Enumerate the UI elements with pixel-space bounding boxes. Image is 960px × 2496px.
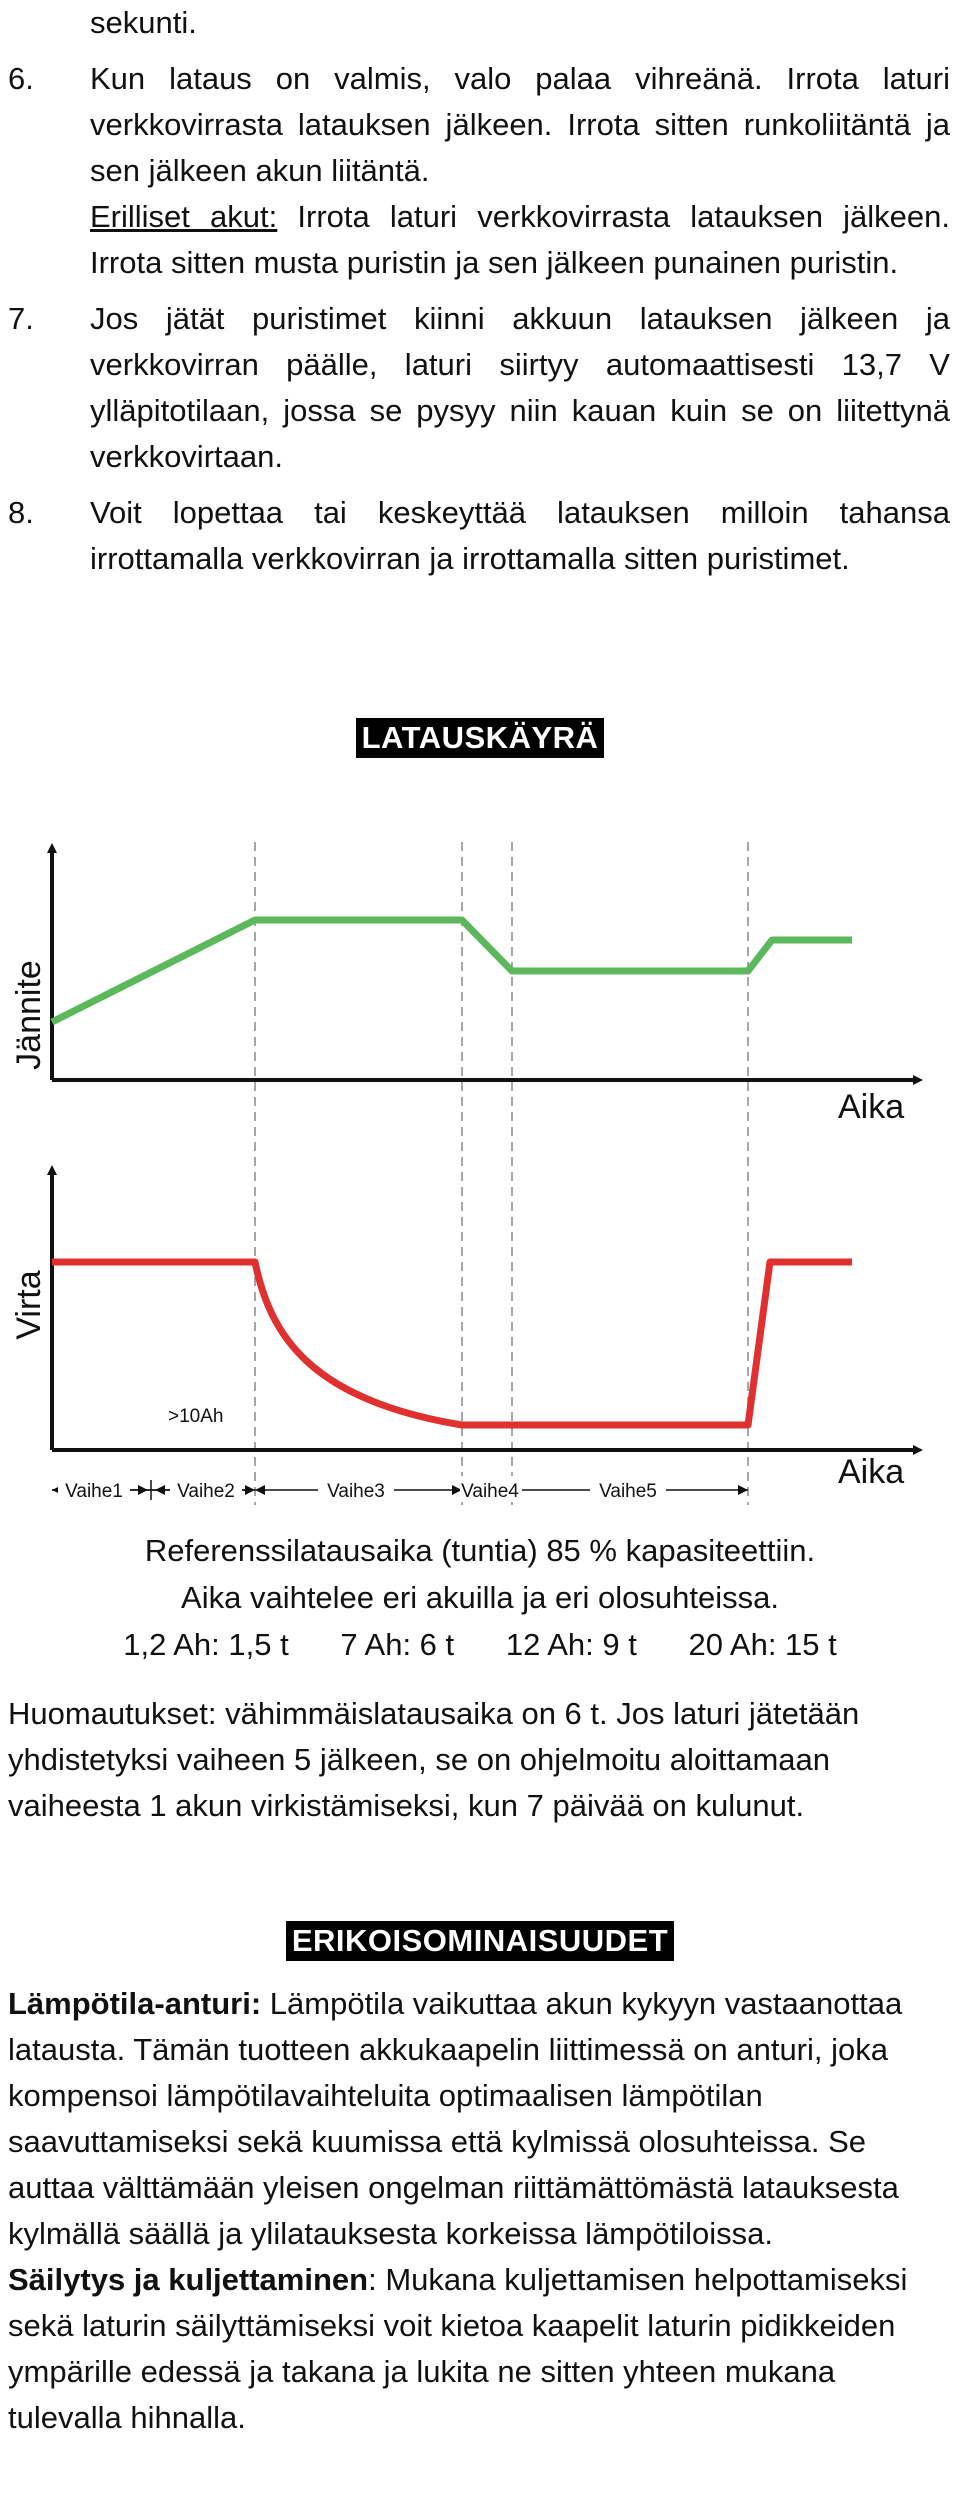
current-curve	[52, 1258, 852, 1429]
list-item-fragment: sekunti.	[0, 0, 960, 46]
charging-curve-diagram: Jännite Aika Virta Aika >10Ah	[10, 842, 923, 1505]
features-paragraph: Lämpötila-anturi: Lämpötila vaikuttaa ak…	[8, 1981, 953, 2441]
list-item-7: 7. Jos jätät puristimet kiinni akkuun la…	[0, 296, 960, 480]
list-item-body: Kun lataus on valmis, valo palaa vihreän…	[90, 61, 950, 188]
storage-text: : Mukana kuljettamisen helpottamiseksi s…	[8, 2262, 908, 2435]
temperature-sensor-text: Lämpötila vaikuttaa akun kykyyn vastaano…	[8, 1986, 903, 2251]
stage-label-3: Vaihe3	[327, 1481, 385, 1502]
list-item-text: Kun lataus on valmis, valo palaa vihreän…	[90, 56, 950, 286]
list-item-text: sekunti.	[90, 5, 197, 40]
reference-time: 7 Ah: 6 t	[340, 1627, 455, 1662]
charging-curve-heading: LATAUSKÄYRÄ	[0, 718, 960, 758]
reference-time: 20 Ah: 15 t	[688, 1627, 837, 1662]
temperature-sensor-label: Lämpötila-anturi:	[8, 1986, 262, 2021]
capacity-note: >10Ah	[168, 1406, 223, 1427]
stage-label-2: Vaihe2	[177, 1481, 235, 1502]
list-item-6: 6. Kun lataus on valmis, valo palaa vihr…	[0, 56, 960, 286]
list-item-8: 8. Voit lopettaa tai keskeyttää lataukse…	[0, 490, 960, 582]
list-item-text: Jos jätät puristimet kiinni akkuun latau…	[90, 301, 950, 474]
list-item-text: Voit lopettaa tai keskeyttää latauksen m…	[90, 495, 950, 576]
time-axis-label: Aika	[838, 1453, 904, 1491]
list-item-number: 7.	[8, 301, 34, 336]
separate-batteries-text: Irrota laturi verkkovirrasta latauksen j…	[90, 199, 950, 280]
reference-time: 1,2 Ah: 1,5 t	[123, 1627, 289, 1662]
list-item-number: 6.	[8, 61, 34, 96]
charging-curve-heading-text: LATAUSKÄYRÄ	[355, 718, 605, 758]
reference-line-2: Aika vaihtelee eri akuilla ja eri olosuh…	[181, 1580, 779, 1615]
features-heading-text: ERIKOISOMINAISUUDET	[285, 1921, 675, 1961]
reference-times: 1,2 Ah: 1,5 t 7 Ah: 6 t 12 Ah: 9 t 20 Ah…	[0, 1621, 960, 1668]
time-axis-label: Aika	[838, 1088, 904, 1126]
reference-time: 12 Ah: 9 t	[505, 1627, 637, 1662]
current-axis-label: Virta	[10, 1270, 48, 1339]
voltage-axis-label: Jännite	[10, 960, 48, 1070]
stage-label-4: Vaihe4	[461, 1481, 519, 1502]
instruction-list: sekunti. 6. Kun lataus on valmis, valo p…	[0, 0, 960, 582]
voltage-curve	[50, 916, 852, 1026]
list-item-number: 8.	[8, 495, 34, 530]
reference-line-1: Referenssilatausaika (tuntia) 85 % kapas…	[144, 1533, 816, 1568]
separate-batteries-label: Erilliset akut:	[90, 199, 278, 234]
stage-label-5: Vaihe5	[599, 1481, 657, 1502]
notes-paragraph: Huomautukset: vähimmäislatausaika on 6 t…	[8, 1696, 860, 1823]
stage-label-1: Vaihe1	[65, 1481, 123, 1502]
storage-label: Säilytys ja kuljettaminen	[8, 2262, 369, 2297]
features-heading: ERIKOISOMINAISUUDET	[0, 1921, 960, 1961]
